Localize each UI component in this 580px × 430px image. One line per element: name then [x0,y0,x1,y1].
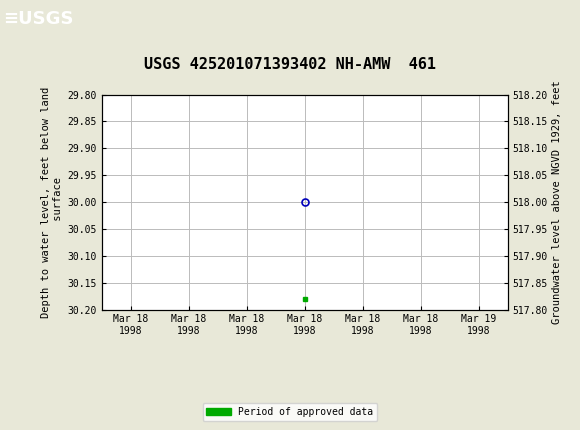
Text: USGS 425201071393402 NH-AMW  461: USGS 425201071393402 NH-AMW 461 [144,57,436,72]
Legend: Period of approved data: Period of approved data [202,403,378,421]
Y-axis label: Depth to water level, feet below land
 surface: Depth to water level, feet below land su… [42,86,63,318]
Text: ≡USGS: ≡USGS [3,10,74,28]
Y-axis label: Groundwater level above NGVD 1929, feet: Groundwater level above NGVD 1929, feet [552,80,562,324]
